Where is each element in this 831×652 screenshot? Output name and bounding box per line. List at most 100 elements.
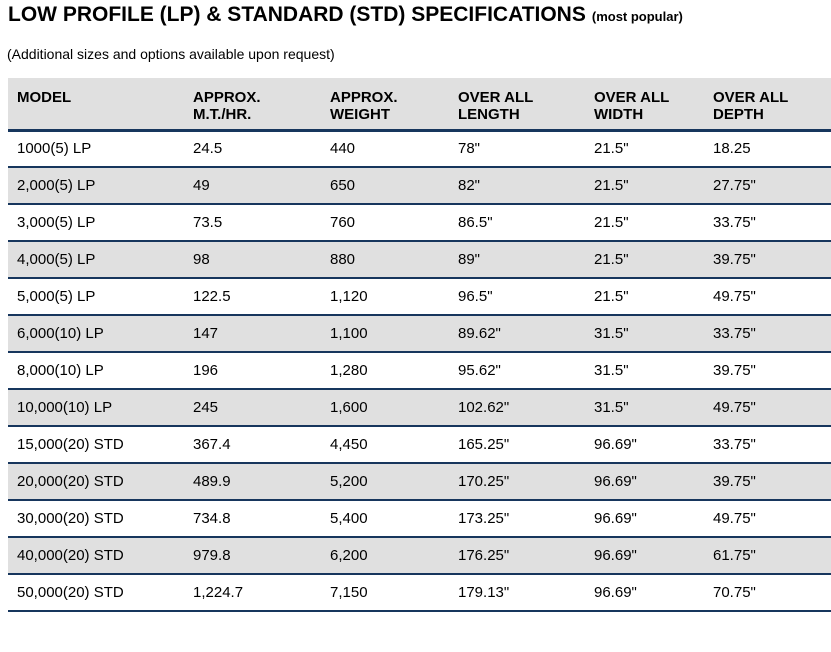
table-cell: 40,000(20) STD: [8, 537, 184, 575]
table-cell: 21.5": [585, 278, 704, 316]
table-cell: 70.75": [704, 574, 831, 612]
table-cell: 15,000(20) STD: [8, 426, 184, 464]
table-cell: 21.5": [585, 167, 704, 205]
table-cell: 147: [184, 315, 321, 353]
table-cell: 31.5": [585, 352, 704, 390]
header-line: DEPTH: [713, 106, 764, 123]
table-row: 4,000(5) LP 98 880 89" 21.5" 39.75": [8, 241, 831, 279]
table-row: 50,000(20) STD 1,224.7 7,150 179.13" 96.69" 7…: [8, 574, 831, 612]
table-cell: 39.75": [704, 241, 831, 279]
table-cell: 31.5": [585, 389, 704, 427]
table-cell: 122.5: [184, 278, 321, 316]
table-cell: 18.25: [704, 130, 831, 168]
header-line: APPROX.: [330, 89, 398, 106]
table-cell: 173.25": [449, 500, 585, 538]
table-cell: 170.25": [449, 463, 585, 501]
table-row: 40,000(20) STD 979.8 6,200 176.25" 96.69" 61.…: [8, 537, 831, 575]
header-line: WEIGHT: [330, 106, 390, 123]
table-cell: 5,200: [321, 463, 449, 501]
page-title: LOW PROFILE (LP) & STANDARD (STD) SPECIF…: [8, 3, 586, 26]
table-cell: 39.75": [704, 352, 831, 390]
table-cell: 96.5": [449, 278, 585, 316]
table-row: 20,000(20) STD 489.9 5,200 170.25" 96.69" 39.…: [8, 463, 831, 501]
table-cell: 245: [184, 389, 321, 427]
header-line: OVER ALL: [713, 89, 789, 106]
specs-table: MODEL APPROX. M.T./HR. APPROX. WEIGHT OV…: [8, 78, 831, 612]
table-cell: 1,100: [321, 315, 449, 353]
header-line: LENGTH: [458, 106, 520, 123]
table-cell: 1000(5) LP: [8, 130, 184, 168]
column-header-depth: OVER ALL DEPTH: [704, 78, 831, 132]
table-cell: 31.5": [585, 315, 704, 353]
table-cell: 5,000(5) LP: [8, 278, 184, 316]
table-cell: 98: [184, 241, 321, 279]
table-cell: 3,000(5) LP: [8, 204, 184, 242]
table-cell: 6,200: [321, 537, 449, 575]
table-row: 10,000(10) LP 245 1,600 102.62" 31.5" 49.75": [8, 389, 831, 427]
table-cell: 21.5": [585, 241, 704, 279]
table-cell: 1,600: [321, 389, 449, 427]
table-cell: 734.8: [184, 500, 321, 538]
table-cell: 880: [321, 241, 449, 279]
table-cell: 4,000(5) LP: [8, 241, 184, 279]
table-row: 5,000(5) LP 122.5 1,120 96.5" 21.5" 49.75": [8, 278, 831, 316]
table-cell: 82": [449, 167, 585, 205]
table-cell: 6,000(10) LP: [8, 315, 184, 353]
table-cell: 86.5": [449, 204, 585, 242]
table-cell: 89.62": [449, 315, 585, 353]
column-header-weight: APPROX. WEIGHT: [321, 78, 449, 132]
specs-table-body: 1000(5) LP 24.5 440 78" 21.5" 18.25 2,000(5) L…: [8, 130, 831, 612]
table-cell: 96.69": [585, 537, 704, 575]
table-cell: 33.75": [704, 426, 831, 464]
table-cell: 50,000(20) STD: [8, 574, 184, 612]
table-cell: 27.75": [704, 167, 831, 205]
table-cell: 1,280: [321, 352, 449, 390]
table-cell: 96.69": [585, 463, 704, 501]
table-cell: 440: [321, 130, 449, 168]
table-cell: 33.75": [704, 315, 831, 353]
header-line: WIDTH: [594, 106, 644, 123]
table-cell: 61.75": [704, 537, 831, 575]
table-cell: 73.5: [184, 204, 321, 242]
table-cell: 78": [449, 130, 585, 168]
header-line: OVER ALL: [594, 89, 670, 106]
table-cell: 1,224.7: [184, 574, 321, 612]
page-title-suffix: (most popular): [591, 9, 683, 24]
table-cell: 49.75": [704, 500, 831, 538]
table-cell: 21.5": [585, 204, 704, 242]
header-line: APPROX.: [193, 89, 261, 106]
table-cell: 96.69": [585, 500, 704, 538]
header-line: MODEL: [17, 89, 72, 106]
table-row: 6,000(10) LP 147 1,100 89.62" 31.5" 33.75": [8, 315, 831, 353]
table-cell: 1,120: [321, 278, 449, 316]
table-cell: 20,000(20) STD: [8, 463, 184, 501]
table-row: 1000(5) LP 24.5 440 78" 21.5" 18.25: [8, 130, 831, 168]
header-line: OVER ALL: [458, 89, 534, 106]
table-cell: 30,000(20) STD: [8, 500, 184, 538]
table-row: 8,000(10) LP 196 1,280 95.62" 31.5" 39.75": [8, 352, 831, 390]
table-cell: 33.75": [704, 204, 831, 242]
table-header-row: MODEL APPROX. M.T./HR. APPROX. WEIGHT OV…: [8, 78, 831, 132]
table-cell: 49.75": [704, 389, 831, 427]
table-row: 15,000(20) STD 367.4 4,450 165.25" 96.69" 33.…: [8, 426, 831, 464]
table-cell: 24.5: [184, 130, 321, 168]
table-cell: 89": [449, 241, 585, 279]
table-cell: 489.9: [184, 463, 321, 501]
table-cell: 10,000(10) LP: [8, 389, 184, 427]
title-line: LOW PROFILE (LP) & STANDARD (STD) SPECIF…: [8, 3, 683, 27]
table-cell: 179.13": [449, 574, 585, 612]
table-cell: 49.75": [704, 278, 831, 316]
page-subtitle: (Additional sizes and options available …: [7, 46, 335, 62]
table-cell: 760: [321, 204, 449, 242]
column-header-width: OVER ALL WIDTH: [585, 78, 704, 132]
specs-table-head: MODEL APPROX. M.T./HR. APPROX. WEIGHT OV…: [8, 78, 831, 132]
table-cell: 39.75": [704, 463, 831, 501]
table-cell: 21.5": [585, 130, 704, 168]
table-row: 30,000(20) STD 734.8 5,400 173.25" 96.69" 49.…: [8, 500, 831, 538]
table-cell: 650: [321, 167, 449, 205]
table-cell: 196: [184, 352, 321, 390]
table-cell: 165.25": [449, 426, 585, 464]
table-cell: 4,450: [321, 426, 449, 464]
table-cell: 176.25": [449, 537, 585, 575]
